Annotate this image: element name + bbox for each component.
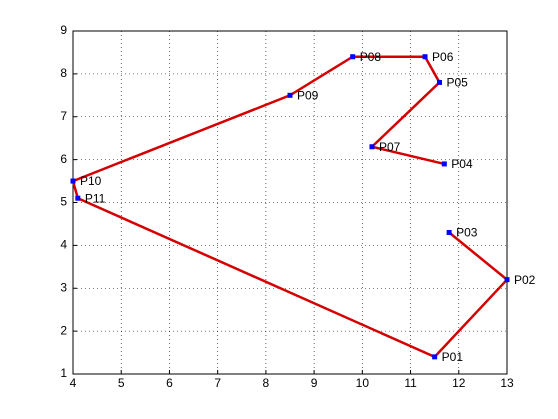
y-tick-label: 6: [60, 152, 67, 166]
x-tick-label: 9: [311, 376, 318, 390]
marker: [350, 54, 356, 60]
marker: [422, 54, 428, 60]
x-tick-label: 7: [214, 376, 221, 390]
point-label: P10: [80, 174, 102, 188]
axes-box: [72, 30, 508, 375]
y-tick-label: 1: [60, 366, 67, 380]
point-label: P05: [446, 76, 468, 90]
point-label: P07: [379, 140, 401, 154]
marker: [287, 92, 293, 98]
x-tick-label: 5: [118, 376, 125, 390]
x-tick-label: 8: [263, 376, 270, 390]
x-tick-label: 11: [404, 376, 417, 390]
point-label: P02: [514, 273, 536, 287]
marker: [441, 161, 447, 167]
y-tick-label: 4: [60, 238, 67, 252]
point-label: P01: [442, 350, 464, 364]
marker: [369, 144, 375, 150]
y-tick-label: 3: [60, 280, 67, 294]
point-label: P08: [360, 50, 382, 64]
marker: [436, 79, 442, 85]
y-tick-label: 2: [60, 323, 67, 337]
marker: [446, 230, 452, 236]
point-label: P03: [456, 226, 478, 240]
marker: [75, 195, 81, 201]
x-tick-label: 13: [500, 376, 514, 390]
y-tick-label: 7: [60, 109, 67, 123]
marker: [70, 178, 76, 184]
point-label: P06: [432, 50, 454, 64]
x-tick-label: 6: [166, 376, 173, 390]
x-tick-label: 12: [452, 376, 466, 390]
marker: [432, 354, 438, 360]
y-tick-label: 9: [60, 23, 67, 37]
x-tick-label: 4: [70, 376, 77, 390]
y-tick-label: 8: [60, 66, 67, 80]
point-label: P04: [451, 157, 473, 171]
marker: [504, 277, 510, 283]
point-label: P11: [85, 191, 106, 205]
point-label: P09: [297, 88, 319, 102]
y-tick-label: 5: [60, 195, 67, 209]
x-tick-label: 10: [356, 376, 370, 390]
